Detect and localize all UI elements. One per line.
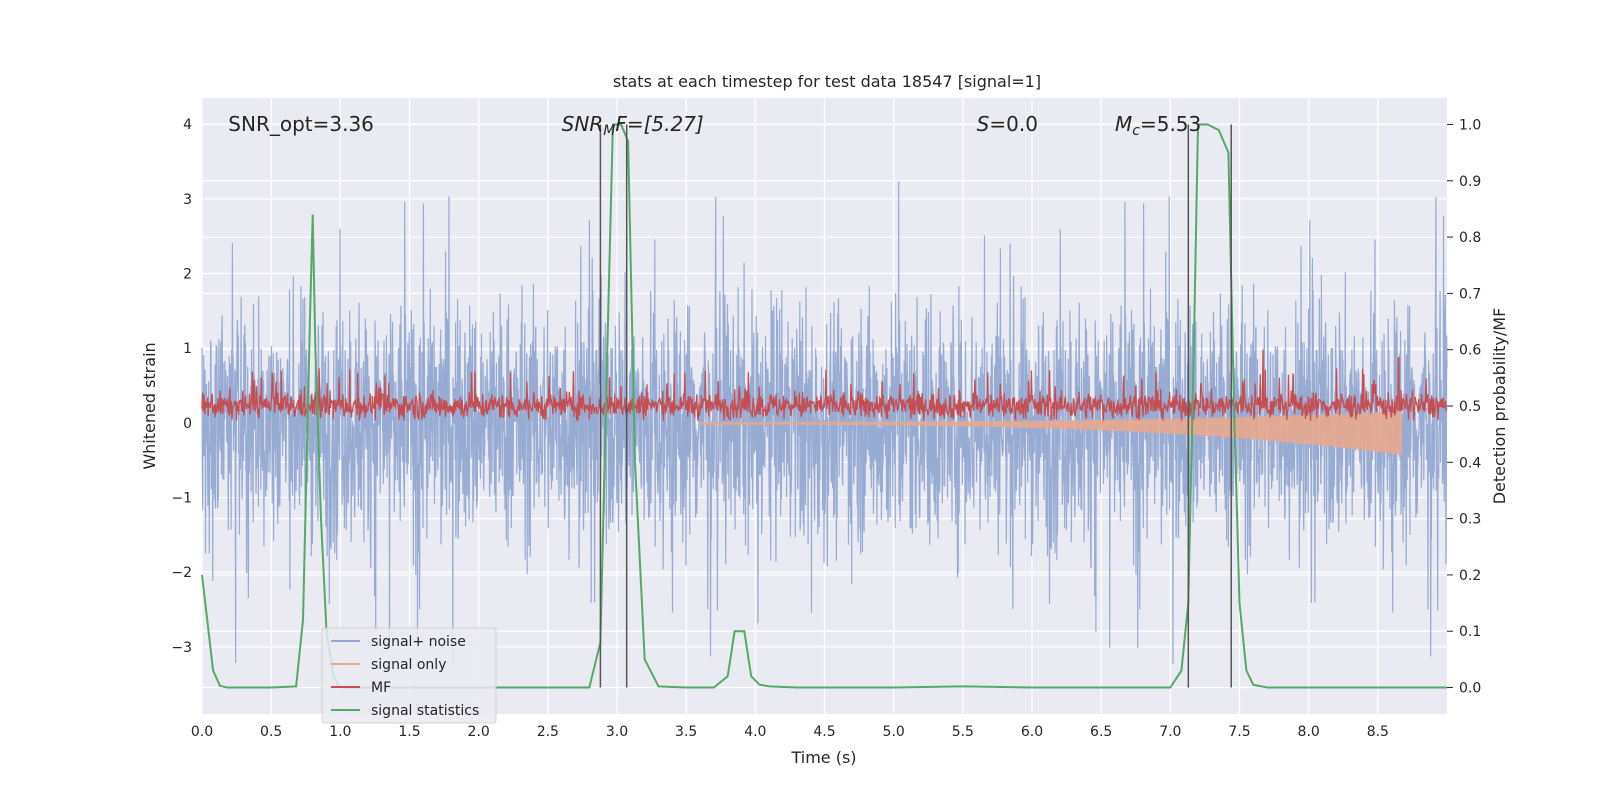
x-tick-label: 4.5 [813, 724, 835, 740]
y-axis-ticks: −3 −2 −1 0 1 2 3 4 [171, 117, 192, 656]
y-tick-label: 0 [183, 416, 192, 432]
x-tick-label: 3.5 [675, 724, 697, 740]
y-tick-label: 2 [183, 266, 192, 282]
series-layer [201, 123, 1448, 689]
y2-tick-label: 0.2 [1459, 568, 1481, 584]
x-tick-label: 3.0 [606, 724, 628, 740]
x-tick-label: 8.5 [1367, 724, 1389, 740]
x-tick-label: 7.0 [1159, 724, 1181, 740]
x-tick-label: 2.5 [537, 724, 559, 740]
y2-tick-label: 0.8 [1459, 230, 1481, 246]
y2-tick-label: 0.9 [1459, 174, 1481, 190]
legend-label: MF [371, 680, 391, 696]
annotation-text: Mc=5.53 [1115, 112, 1201, 139]
x-tick-label: 5.5 [952, 724, 974, 740]
vertical-markers [599, 124, 1232, 688]
series-signal-only [699, 411, 1402, 455]
legend-label: signal+ noise [371, 634, 466, 650]
x-axis-label: Time (s) [790, 748, 856, 767]
y-axis-label: Whitened strain [140, 342, 159, 469]
legend: signal+ noise signal only MF signal statist… [321, 627, 497, 724]
annotation-text: SNR_opt=3.36 [228, 112, 374, 136]
series-signal-statistics [201, 123, 1447, 689]
x-tick-label: 5.0 [883, 724, 905, 740]
y2-tick-label: 1.0 [1459, 117, 1481, 133]
x-tick-label: 6.0 [1021, 724, 1043, 740]
y-tick-label: −1 [171, 490, 192, 506]
x-tick-label: 1.5 [398, 724, 420, 740]
annotations: SNR_opt=3.36 SNRMF=[5.27] S=0.0 Mc=5.53 [228, 112, 1201, 139]
chart-title: stats at each timestep for test data 185… [613, 72, 1041, 91]
legend-label: signal statistics [371, 703, 479, 719]
y-tick-label: −3 [171, 640, 192, 656]
x-tick-label: 8.0 [1298, 724, 1320, 740]
x-axis-ticks: 0.0 0.5 1.0 1.5 2.0 2.5 3.0 3.5 4.0 4.5 5.0 5.5 6.0 6… [191, 724, 1389, 740]
y2-tick-label: 0.4 [1459, 455, 1481, 471]
y2-tick-label: 0.0 [1459, 681, 1481, 697]
y2-axis-label: Detection probability/MF [1490, 308, 1509, 505]
annotation-text: S=0.0 [977, 112, 1038, 136]
y-tick-label: −2 [171, 565, 192, 581]
x-tick-label: 7.5 [1228, 724, 1250, 740]
y2-tick-label: 0.3 [1459, 512, 1481, 528]
y2-tick-label: 0.5 [1459, 399, 1481, 415]
y2-axis-ticks: 0.0 0.1 0.2 0.3 0.4 0.5 0.6 0.7 0.8 0.9 1.0 [1447, 117, 1481, 697]
y2-tick-label: 0.1 [1459, 624, 1481, 640]
annotation-text: SNRMF=[5.27] [562, 112, 704, 139]
x-tick-label: 2.0 [468, 724, 490, 740]
legend-box [321, 627, 497, 724]
legend-label: signal only [371, 657, 446, 673]
y-tick-label: 4 [183, 117, 192, 133]
y2-tick-label: 0.6 [1459, 343, 1481, 359]
y-tick-label: 3 [183, 192, 192, 208]
x-tick-label: 4.0 [744, 724, 766, 740]
x-tick-label: 0.5 [260, 724, 282, 740]
series-mf [201, 349, 1448, 421]
y2-tick-label: 0.7 [1459, 286, 1481, 302]
y-tick-label: 1 [183, 341, 192, 357]
x-tick-label: 6.5 [1090, 724, 1112, 740]
x-tick-label: 1.0 [329, 724, 351, 740]
x-tick-label: 0.0 [191, 724, 213, 740]
